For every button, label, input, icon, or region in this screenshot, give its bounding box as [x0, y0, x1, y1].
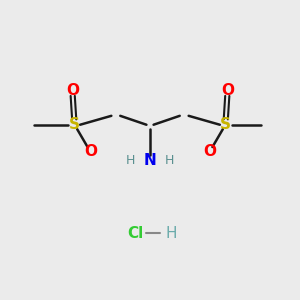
Text: H: H	[126, 154, 135, 167]
Text: H: H	[165, 154, 174, 167]
Text: S: S	[220, 117, 231, 132]
Text: Cl: Cl	[127, 226, 143, 241]
Text: O: O	[203, 144, 216, 159]
Text: H: H	[165, 226, 177, 241]
Text: O: O	[84, 144, 97, 159]
Text: N: N	[144, 153, 156, 168]
Text: O: O	[66, 83, 79, 98]
Text: S: S	[69, 117, 80, 132]
Text: O: O	[221, 83, 234, 98]
